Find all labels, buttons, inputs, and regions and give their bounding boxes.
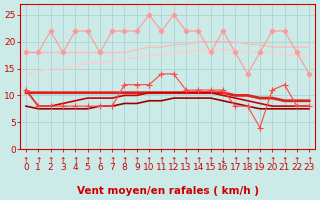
Text: ↑: ↑ bbox=[84, 156, 91, 165]
X-axis label: Vent moyen/en rafales ( km/h ): Vent moyen/en rafales ( km/h ) bbox=[76, 186, 259, 196]
Text: ↑: ↑ bbox=[158, 156, 164, 165]
Text: ↑: ↑ bbox=[207, 156, 214, 165]
Text: ↑: ↑ bbox=[281, 156, 288, 165]
Text: ↑: ↑ bbox=[269, 156, 276, 165]
Text: ↓: ↓ bbox=[220, 156, 226, 165]
Text: ↑: ↑ bbox=[195, 156, 202, 165]
Text: ↑: ↑ bbox=[72, 156, 78, 165]
Text: ↑: ↑ bbox=[183, 156, 189, 165]
Text: ↑: ↑ bbox=[47, 156, 54, 165]
Text: ↑: ↑ bbox=[23, 156, 29, 165]
Text: ↑: ↑ bbox=[121, 156, 128, 165]
Text: ↑: ↑ bbox=[97, 156, 103, 165]
Text: ↑: ↑ bbox=[257, 156, 263, 165]
Text: ↑: ↑ bbox=[294, 156, 300, 165]
Text: ↑: ↑ bbox=[232, 156, 238, 165]
Text: ↑: ↑ bbox=[60, 156, 66, 165]
Text: ↑: ↑ bbox=[306, 156, 312, 165]
Text: ↑: ↑ bbox=[109, 156, 115, 165]
Text: ↑: ↑ bbox=[35, 156, 42, 165]
Text: ↑: ↑ bbox=[146, 156, 152, 165]
Text: ↑: ↑ bbox=[171, 156, 177, 165]
Text: ↑: ↑ bbox=[244, 156, 251, 165]
Text: ↑: ↑ bbox=[134, 156, 140, 165]
